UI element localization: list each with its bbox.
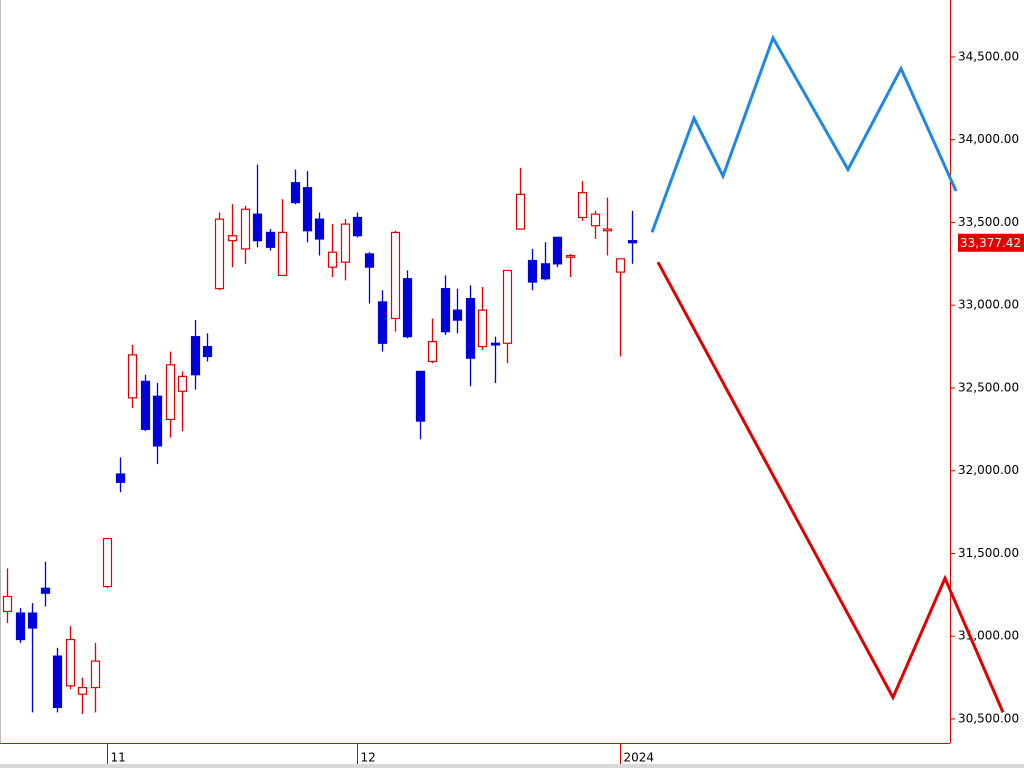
- candle-body: [77, 686, 88, 695]
- candle-body: [364, 253, 375, 268]
- x-tick-label: 11: [111, 751, 126, 765]
- candle-body: [152, 395, 163, 447]
- candle-body: [202, 345, 213, 358]
- candle-body: [577, 192, 588, 219]
- candle-body: [377, 301, 388, 344]
- candle-body: [452, 309, 463, 321]
- candle-body: [440, 288, 451, 333]
- candle-body: [552, 236, 563, 265]
- candle-body: [165, 364, 176, 421]
- candle-body: [240, 208, 251, 250]
- bottom-strip: [0, 764, 1024, 768]
- candle-body: [390, 231, 401, 320]
- candle-body: [527, 259, 538, 283]
- candle-body: [190, 336, 201, 376]
- y-tick-label: 31,000.00: [958, 629, 1019, 643]
- candle-body: [65, 638, 76, 687]
- candle-body: [140, 380, 151, 430]
- x-tick-label: 12: [361, 751, 376, 765]
- candle-body: [265, 231, 276, 248]
- last-price-marker: [958, 233, 1024, 252]
- candle-body: [290, 182, 301, 204]
- candle-body: [465, 297, 476, 359]
- candle-body: [490, 342, 501, 346]
- y-tick-label: 32,000.00: [958, 463, 1019, 477]
- last-price-label: 33,377.42: [960, 236, 1021, 250]
- candle-body: [302, 187, 313, 232]
- candle-body: [115, 473, 126, 483]
- candle-body: [252, 213, 263, 242]
- candle-body: [602, 228, 613, 232]
- candle-body: [627, 240, 638, 244]
- y-tick-label: 30,500.00: [958, 712, 1019, 726]
- candle-body: [477, 309, 488, 348]
- candle-body: [502, 269, 513, 344]
- candle-body: [40, 587, 51, 594]
- candle-body: [177, 375, 188, 392]
- x-tick-label: 2024: [624, 751, 655, 765]
- candle-body: [2, 595, 13, 613]
- y-tick-label: 31,500.00: [958, 546, 1019, 560]
- y-tick-label: 34,500.00: [958, 49, 1019, 63]
- candle-body: [352, 216, 363, 237]
- candle-body: [515, 193, 526, 230]
- candle-body: [590, 213, 601, 227]
- y-tick-label: 33,500.00: [958, 215, 1019, 229]
- candle-body: [277, 231, 288, 277]
- y-tick-label: 32,500.00: [958, 380, 1019, 394]
- candle-body: [415, 370, 426, 422]
- candle-body: [52, 655, 63, 709]
- y-tick-label: 33,000.00: [958, 298, 1019, 312]
- candle-body: [90, 660, 101, 689]
- candle-body: [227, 235, 238, 242]
- y-tick-label: 34,000.00: [958, 132, 1019, 146]
- candle-body: [27, 612, 38, 629]
- candle-body: [327, 251, 338, 268]
- projection-line: [650, 34, 958, 233]
- candle-body: [314, 218, 325, 240]
- candle-body: [127, 354, 138, 399]
- candle-body: [340, 223, 351, 263]
- candle-body: [102, 537, 113, 588]
- candle-body: [402, 278, 413, 338]
- candle-body: [615, 258, 626, 273]
- candle-body: [214, 218, 225, 290]
- projection-line: [656, 261, 1005, 713]
- candle-body: [15, 612, 26, 641]
- candle-body: [565, 254, 576, 258]
- candle-body: [427, 341, 438, 363]
- candle-body: [540, 263, 551, 280]
